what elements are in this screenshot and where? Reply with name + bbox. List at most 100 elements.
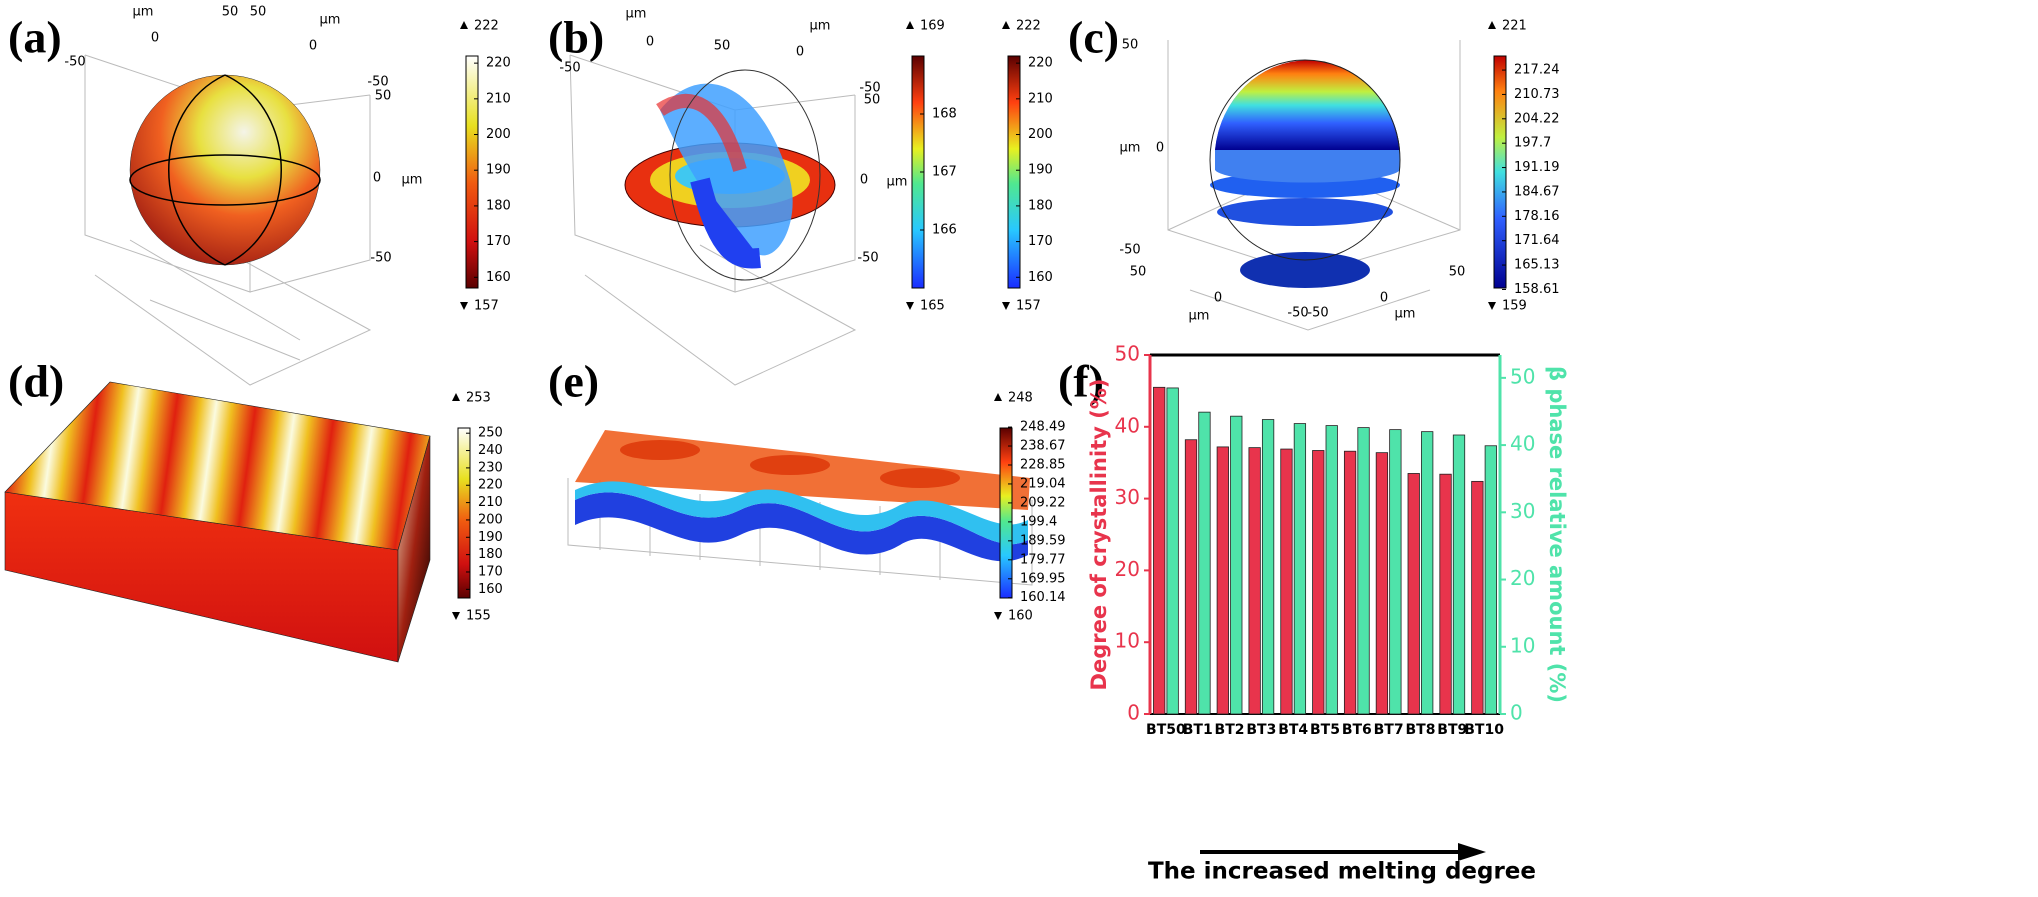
colorbar-tick-label: 190 <box>478 530 503 545</box>
bar <box>1184 439 1198 715</box>
x-tick-label: BT50 <box>1146 722 1186 738</box>
colorbar-tick-label: 248.49 <box>1020 420 1066 435</box>
panel-label: (d) <box>8 356 64 407</box>
colorbar-tick-label: 165.13 <box>1514 258 1560 273</box>
bar <box>1230 415 1243 715</box>
colorbar-max: 169 <box>920 19 945 34</box>
bar <box>1439 473 1452 715</box>
min-marker <box>1488 302 1496 310</box>
min-marker <box>1002 302 1010 310</box>
bar <box>1357 427 1370 715</box>
max-marker <box>1488 21 1496 29</box>
axis-text: -50 <box>367 75 388 90</box>
axis-text: 50 <box>1449 265 1466 280</box>
colorbar-tick-label: 191.19 <box>1514 160 1560 175</box>
colorbar-min: 165 <box>920 299 945 314</box>
axis-text: μm <box>626 7 647 22</box>
panel-label: (a) <box>8 12 62 63</box>
y-tick-label: 20 <box>1115 557 1140 581</box>
colorbar-tick-label: 210.73 <box>1514 87 1560 102</box>
colorbar-tick-label: 197.7 <box>1514 136 1551 151</box>
colorbar-tick-label: 180 <box>1028 198 1053 213</box>
colorbar-tick-label: 170 <box>486 234 511 249</box>
x-tick-label: BT7 <box>1374 722 1404 738</box>
bar <box>1198 411 1211 715</box>
colorbar-max: 221 <box>1502 19 1527 34</box>
bar <box>1484 445 1497 715</box>
colorbar-tick-label: 220 <box>486 56 511 71</box>
axis-text: μm <box>1120 141 1141 156</box>
colorbar-tick-label: 190 <box>1028 163 1053 178</box>
colorbar-tick-label: 166 <box>932 223 957 238</box>
axis-text: 0 <box>151 31 159 46</box>
panel-e-art <box>567 430 1033 586</box>
bar <box>1261 419 1275 715</box>
min-marker <box>906 302 914 310</box>
axis-text: -50 <box>559 61 580 76</box>
axis-text: μm <box>1395 307 1416 322</box>
colorbar-tick-label: 180 <box>486 198 511 213</box>
colorbar-tick-label: 169.95 <box>1020 571 1066 586</box>
colorbar-min: 157 <box>474 299 499 314</box>
colorbar-tick-label: 168 <box>932 107 957 122</box>
axis-text: -50 <box>859 81 880 96</box>
colorbar-tick-label: 250 <box>478 426 503 441</box>
axis-text: 50 <box>864 93 881 108</box>
axis-text: -50 <box>1287 306 1308 321</box>
colorbar-tick-label: 217.24 <box>1514 63 1560 78</box>
x-axis-label: The increased melting degree <box>1148 859 1536 885</box>
colorbar-tick-label: 219.04 <box>1020 476 1066 491</box>
axis-text: 50 <box>250 5 267 20</box>
colorbar-max: 253 <box>466 391 491 406</box>
colorbar-tick-label: 204.22 <box>1514 111 1560 126</box>
colorbar-tick-label: 180 <box>478 547 503 562</box>
colorbar-tick-label: 160 <box>1028 270 1053 285</box>
axis-text: 0 <box>373 171 381 186</box>
axis-text: 50 <box>375 89 392 104</box>
colorbar-tick-label: 210 <box>478 495 503 510</box>
colorbar-tick-label: 158.61 <box>1514 282 1560 297</box>
y-tick-label: 0 <box>1127 701 1140 725</box>
colorbar-tick-label: 210 <box>486 91 511 106</box>
x-tick-label: BT2 <box>1215 722 1245 738</box>
panel-d-art <box>4 381 431 663</box>
axis-text: -50 <box>1119 243 1140 258</box>
colorbar-tick-label: 199.4 <box>1020 514 1057 529</box>
axis-text: -50 <box>64 55 85 70</box>
max-marker <box>1002 21 1010 29</box>
x-tick-label: BT6 <box>1342 722 1372 738</box>
bar <box>1312 450 1325 715</box>
y-tick-label: 40 <box>1115 413 1140 437</box>
bar <box>1216 446 1229 715</box>
colorbar-min: 157 <box>1016 299 1041 314</box>
panel-c-art <box>1167 40 1461 331</box>
max-marker <box>460 21 468 29</box>
y-tick-label: 30 <box>1115 485 1140 509</box>
axis-text: 0 <box>796 45 804 60</box>
bar <box>1389 429 1402 715</box>
bar <box>1375 452 1389 715</box>
x-tick-label: BT5 <box>1310 722 1340 738</box>
y-tick-label: 10 <box>1115 629 1140 653</box>
bar <box>1452 434 1466 715</box>
panel-a-art <box>84 54 372 386</box>
min-marker <box>460 302 468 310</box>
axis-text: 0 <box>646 35 654 50</box>
colorbar-tick-label: 167 <box>932 165 957 180</box>
y-axis-label: Degree of crystallinity (%) <box>1087 379 1111 691</box>
axis-text: 0 <box>309 39 317 54</box>
colorbar-tick-label: 230 <box>478 460 503 475</box>
axis-text: 0 <box>1214 291 1222 306</box>
colorbar-tick-label: 178.16 <box>1514 209 1560 224</box>
y2-tick-label: 50 <box>1510 364 1535 388</box>
colorbar <box>465 55 479 289</box>
x-tick-label: BT9 <box>1437 722 1467 738</box>
colorbar-min: 155 <box>466 609 491 624</box>
colorbar-tick-label: 179.77 <box>1020 552 1066 567</box>
x-tick-label: BT1 <box>1183 722 1213 738</box>
colorbar <box>999 427 1013 599</box>
colorbar <box>1007 55 1021 289</box>
axis-text: -50 <box>1307 306 1328 321</box>
axis-text: μm <box>402 173 423 188</box>
panel-label: (c) <box>1068 12 1119 63</box>
